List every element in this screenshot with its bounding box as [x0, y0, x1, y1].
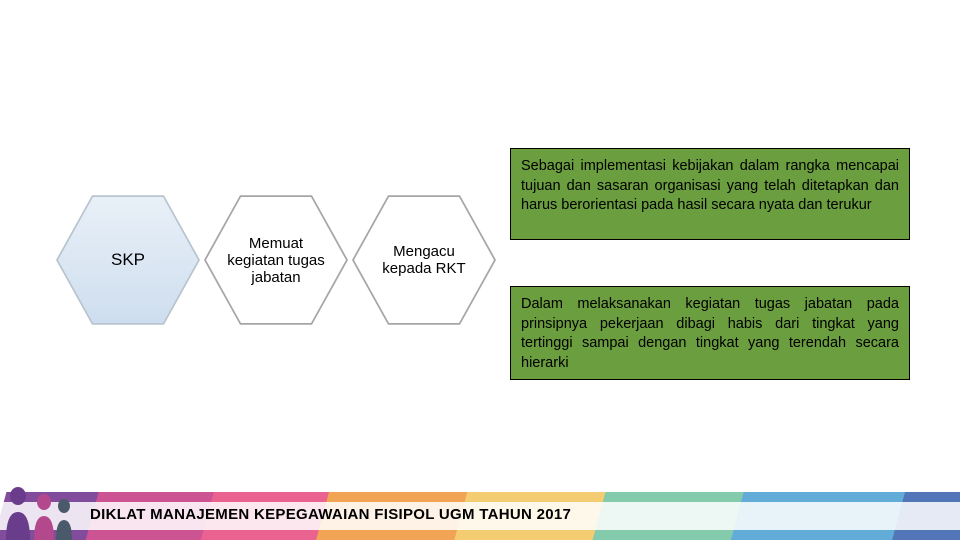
people-silhouette-icon	[0, 484, 82, 540]
slide-canvas: SKP Memuat kegiatan tugas jabatan Mengac…	[0, 0, 960, 540]
green-box-top-text: Sebagai implementasi kebijakan dalam ran…	[521, 158, 899, 213]
hex-memuat-label: Memuat kegiatan tugas jabatan	[222, 235, 330, 286]
hex-memuat: Memuat kegiatan tugas jabatan	[204, 188, 348, 332]
green-box-bottom-text: Dalam melaksanakan kegiatan tugas jabata…	[521, 296, 899, 371]
hex-mengacu-fill: Mengacu kepada RKT	[354, 190, 494, 330]
hex-mengacu-label: Mengacu kepada RKT	[370, 243, 478, 277]
green-box-bottom: Dalam melaksanakan kegiatan tugas jabata…	[510, 286, 910, 380]
hex-skp: SKP	[56, 188, 200, 332]
hex-skp-label: SKP	[111, 250, 145, 270]
green-box-top: Sebagai implementasi kebijakan dalam ran…	[510, 148, 910, 240]
footer: DIKLAT MANAJEMEN KEPEGAWAIAN FISIPOL UGM…	[0, 492, 960, 540]
hex-skp-fill: SKP	[58, 190, 198, 330]
footer-text: DIKLAT MANAJEMEN KEPEGAWAIAN FISIPOL UGM…	[90, 506, 571, 523]
hex-mengacu: Mengacu kepada RKT	[352, 188, 496, 332]
hex-memuat-fill: Memuat kegiatan tugas jabatan	[206, 190, 346, 330]
